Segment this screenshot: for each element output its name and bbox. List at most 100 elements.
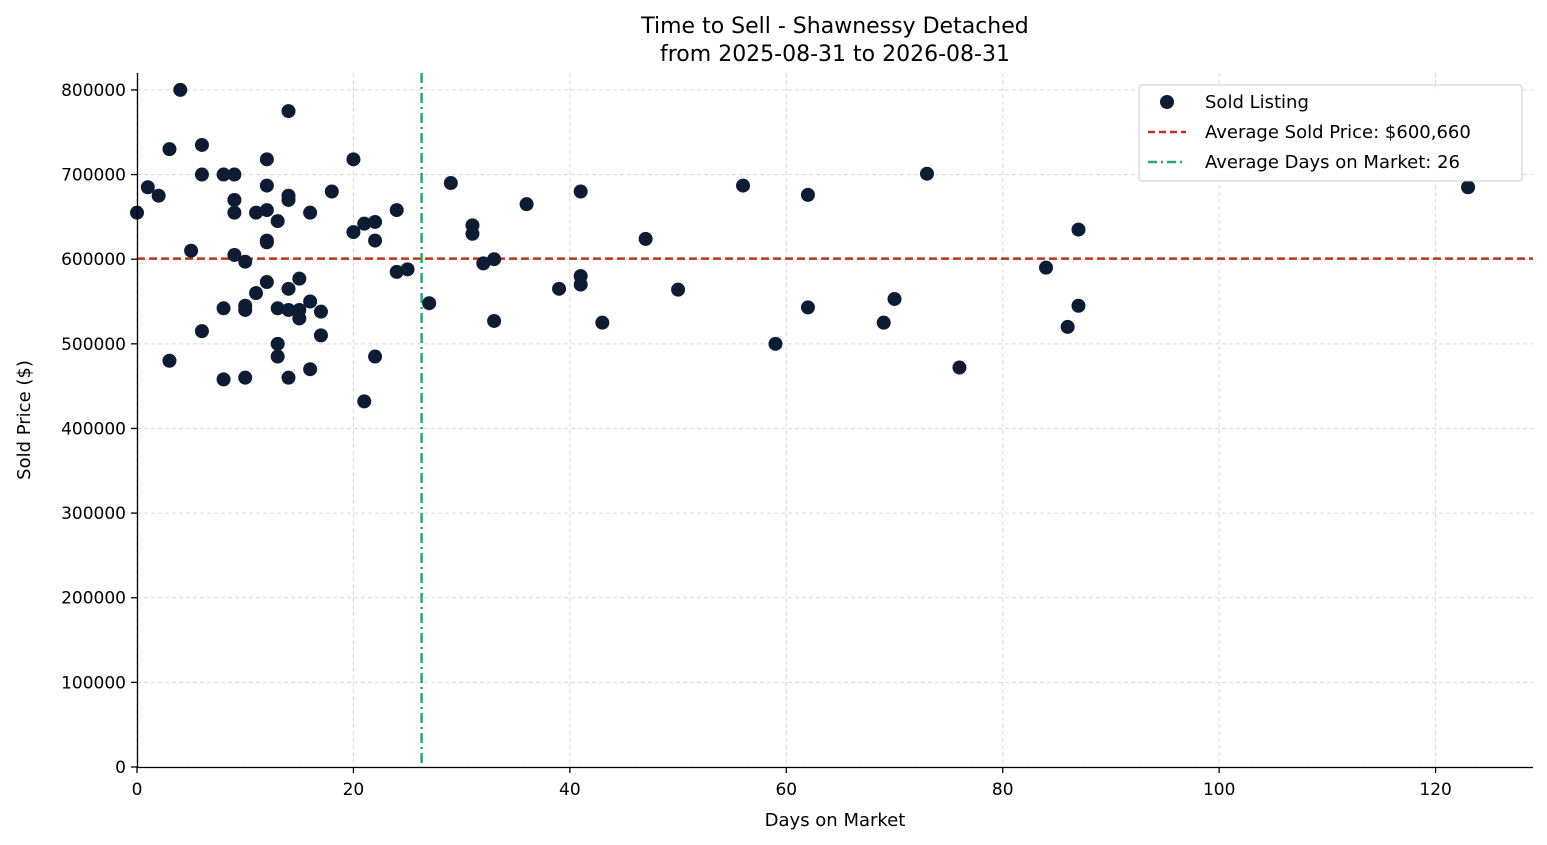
data-point	[573, 277, 588, 292]
data-point	[259, 178, 274, 193]
x-tick-label: 0	[132, 780, 143, 800]
data-point	[216, 372, 231, 387]
legend-box	[1138, 84, 1523, 182]
data-point	[281, 104, 296, 119]
legend-label-avg-days: Average Days on Market: 26	[1205, 152, 1460, 173]
y-tick-label: 400000	[61, 419, 126, 439]
data-point	[671, 282, 686, 297]
data-point	[194, 167, 209, 182]
chart-title: Time to Sell - Shawnessy Detached	[640, 14, 1028, 39]
data-point	[292, 311, 307, 326]
y-tick-label: 200000	[61, 589, 126, 609]
data-point	[400, 262, 415, 277]
data-point	[1071, 222, 1086, 237]
data-point	[281, 192, 296, 207]
data-point	[270, 301, 285, 316]
data-point	[303, 362, 318, 377]
legend: Sold Listing Average Sold Price: $600,66…	[1138, 84, 1523, 182]
data-point	[227, 205, 242, 220]
data-point	[303, 294, 318, 309]
data-point	[736, 178, 751, 193]
data-point	[281, 302, 296, 317]
data-point	[768, 336, 783, 351]
data-point	[292, 271, 307, 286]
data-point	[552, 281, 567, 296]
data-point	[1060, 319, 1075, 334]
x-tick-label: 40	[559, 780, 581, 800]
data-point	[638, 231, 653, 246]
data-point	[281, 370, 296, 385]
y-tick-label: 0	[115, 758, 126, 778]
data-point	[238, 370, 253, 385]
data-point	[259, 203, 274, 218]
data-point	[346, 225, 361, 240]
data-point	[216, 301, 231, 316]
data-point	[173, 82, 188, 97]
data-point	[357, 394, 372, 409]
data-point	[800, 187, 815, 202]
data-point	[227, 247, 242, 262]
data-point	[368, 349, 383, 364]
data-point	[270, 214, 285, 229]
data-point	[259, 152, 274, 167]
data-point	[876, 315, 891, 330]
data-point	[249, 286, 264, 301]
data-point	[270, 349, 285, 364]
data-point	[1071, 298, 1086, 313]
data-point	[216, 167, 231, 182]
data-point	[184, 243, 199, 258]
data-point	[519, 197, 534, 212]
data-point	[1461, 180, 1476, 195]
data-point	[357, 216, 372, 231]
data-point	[443, 176, 458, 191]
x-axis-ticks: 0 20 40 60 80 100 120	[132, 767, 1452, 800]
data-point	[281, 281, 296, 296]
x-tick-label: 80	[992, 780, 1014, 800]
data-point	[313, 328, 328, 343]
legend-label-sold-listing: Sold Listing	[1205, 92, 1309, 113]
data-point	[227, 167, 242, 182]
y-tick-label: 100000	[61, 673, 126, 693]
data-point	[346, 152, 361, 167]
data-point	[194, 137, 209, 152]
y-tick-label: 700000	[61, 166, 126, 186]
data-point	[238, 254, 253, 269]
data-point	[162, 353, 177, 368]
data-point	[259, 235, 274, 250]
x-tick-label: 120	[1419, 780, 1451, 800]
data-point	[919, 166, 934, 181]
data-point	[465, 226, 480, 241]
y-tick-label: 300000	[61, 504, 126, 524]
data-point	[194, 324, 209, 339]
y-axis-label: Sold Price ($)	[14, 360, 35, 480]
data-point	[259, 275, 274, 290]
data-point	[800, 300, 815, 315]
x-tick-label: 100	[1203, 780, 1235, 800]
data-point	[151, 188, 166, 203]
data-point	[324, 184, 339, 199]
data-point	[422, 296, 437, 311]
data-point	[389, 203, 404, 218]
data-point	[595, 315, 610, 330]
x-tick-label: 20	[343, 780, 365, 800]
data-point	[487, 313, 502, 328]
legend-marker-sold-listing	[1160, 95, 1174, 109]
data-point	[887, 291, 902, 306]
data-point	[368, 233, 383, 248]
data-point	[238, 302, 253, 317]
data-point	[389, 264, 404, 279]
data-point	[303, 205, 318, 220]
x-tick-label: 60	[775, 780, 797, 800]
y-tick-label: 600000	[61, 250, 126, 270]
data-point	[270, 336, 285, 351]
data-point	[952, 360, 967, 375]
data-point	[140, 180, 155, 195]
data-point	[368, 214, 383, 229]
legend-label-avg-price: Average Sold Price: $600,660	[1205, 122, 1471, 143]
y-axis-ticks: 0 100000 200000 300000 400000 500000 600000 700…	[61, 81, 137, 778]
data-point	[476, 256, 491, 271]
x-axis-label: Days on Market	[765, 810, 906, 831]
data-point	[487, 252, 502, 267]
data-point	[249, 205, 264, 220]
